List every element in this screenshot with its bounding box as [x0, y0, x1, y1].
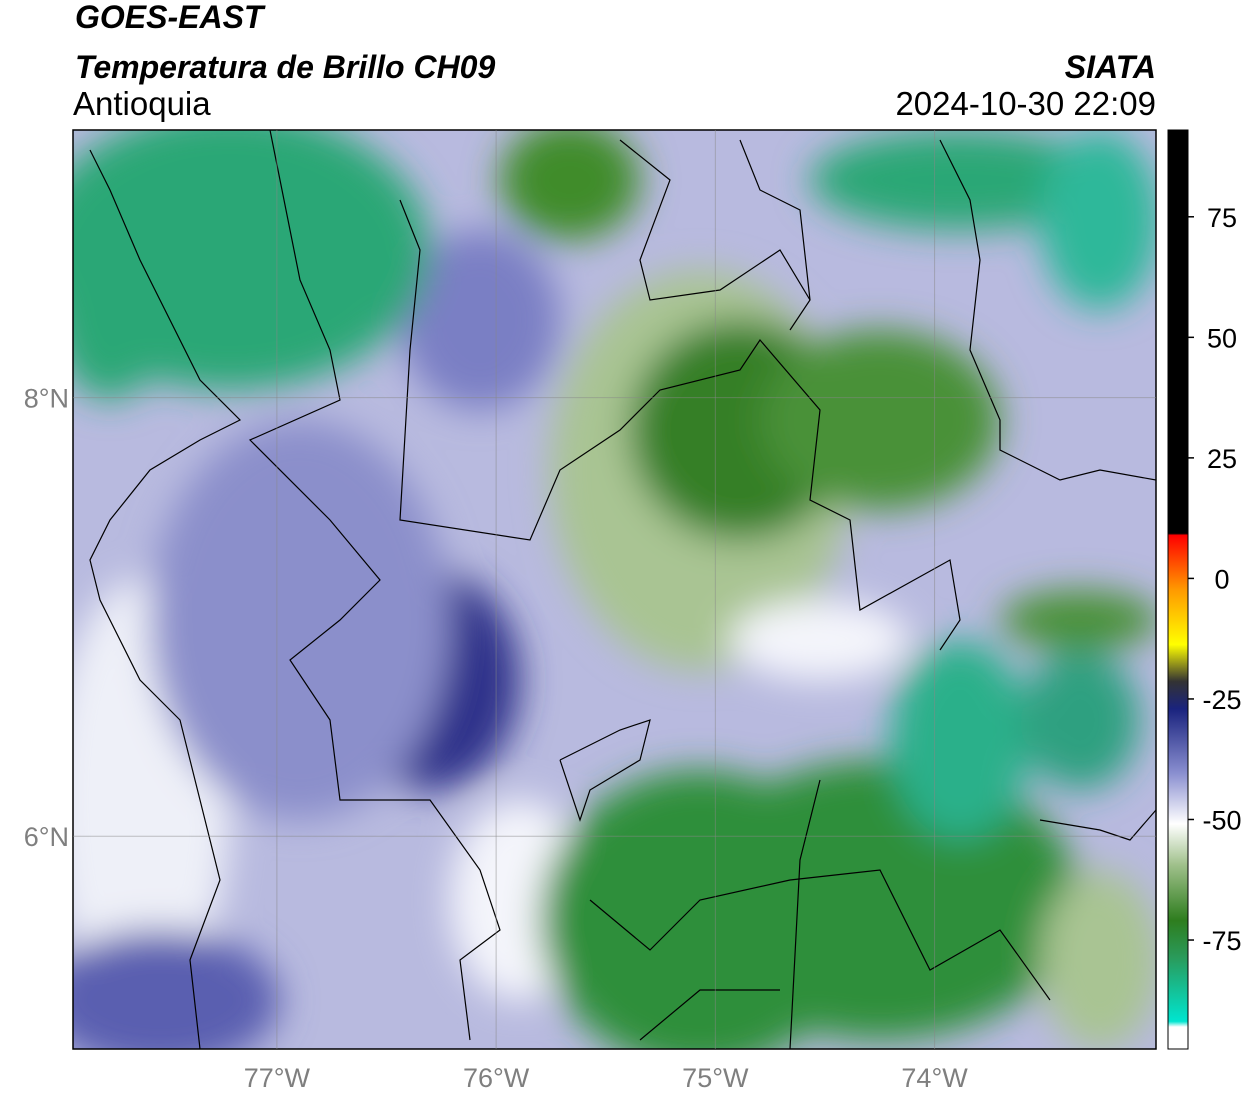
map-frame [72, 129, 1157, 1050]
subtitle: Temperatura de Brillo CH09 [75, 49, 495, 85]
colorbar-tick-label: 0 [1214, 564, 1229, 594]
colorbar-tick-label: -75 [1202, 926, 1241, 956]
colorbar-tick-label: -25 [1202, 685, 1241, 715]
y-tick-label: 8°N [24, 384, 69, 414]
colorbar-tick-label: 75 [1207, 203, 1237, 233]
x-tick-label: 77°W [244, 1063, 311, 1093]
source: SIATA [1065, 49, 1156, 85]
x-tick-label: 74°W [901, 1063, 968, 1093]
y-tick-label: 6°N [24, 822, 69, 852]
x-tick-label: 76°W [463, 1063, 530, 1093]
colorbar [1167, 129, 1189, 1050]
colorbar-tick-label: 50 [1207, 323, 1237, 353]
colorbar-tick-label: 25 [1207, 444, 1237, 474]
satellite-image [73, 130, 1156, 1049]
datetime: 2024-10-30 22:09 [895, 85, 1156, 122]
title: GOES-EAST [75, 0, 266, 35]
region: Antioquia [73, 85, 211, 122]
x-tick-label: 75°W [682, 1063, 749, 1093]
colorbar-tick-label: -50 [1202, 805, 1241, 835]
